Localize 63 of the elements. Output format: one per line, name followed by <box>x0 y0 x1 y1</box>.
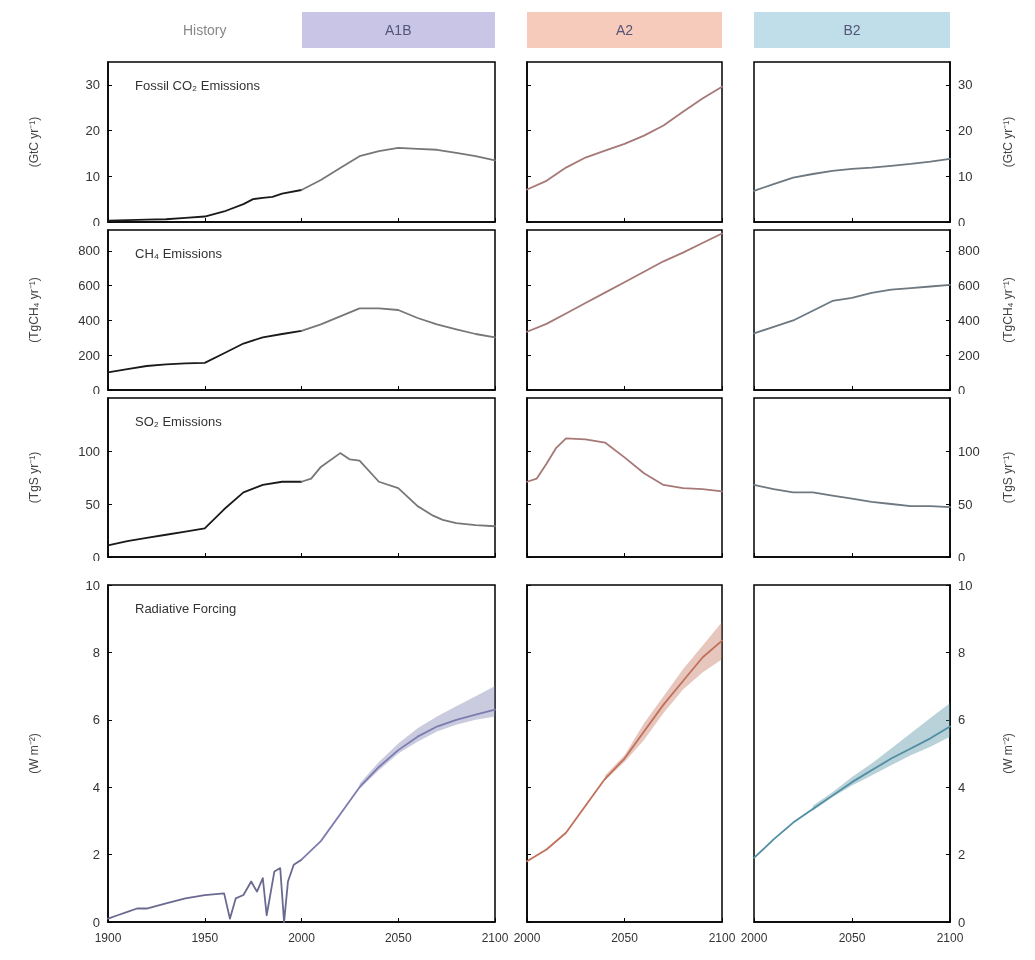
y-tick-label: 10 <box>958 168 973 184</box>
y-axis-title: (GtC yr⁻¹) <box>1001 116 1015 168</box>
y-axis-title: (TgCH₄ yr⁻¹) <box>27 277 41 343</box>
y-tick-label: 0 <box>958 549 966 565</box>
y-tick-label: 4 <box>958 779 966 795</box>
text: Radiative Forcing <box>135 601 237 616</box>
y-tick-label: 800 <box>78 243 100 259</box>
y-tick-label: 0 <box>958 382 966 398</box>
text: A2 <box>615 22 634 38</box>
x-tick-label: 2100 <box>481 931 509 945</box>
y-tick-label: 200 <box>958 347 980 363</box>
y-tick-label: 600 <box>958 278 980 294</box>
text: Fossil CO₂ Emissions <box>135 78 261 93</box>
y-tick-label: 600 <box>78 278 100 294</box>
x-tick-label: 2100 <box>936 931 964 945</box>
y-tick-label: 30 <box>85 77 100 93</box>
y-tick-label: 6 <box>958 712 966 728</box>
x-tick-label: 2100 <box>708 931 736 945</box>
y-tick-label: 100 <box>78 443 100 459</box>
y-axis-title: (TgS yr⁻¹) <box>27 451 41 504</box>
y-tick-label: 10 <box>85 577 100 593</box>
x-tick-label: 2050 <box>611 931 639 945</box>
y-axis-title: (TgCH₄ yr⁻¹) <box>1001 277 1015 343</box>
y-axis-title: (W m⁻²) <box>27 733 41 774</box>
x-tick-label: 1900 <box>94 931 122 945</box>
y-tick-label: 2 <box>92 847 100 863</box>
text: B2 <box>843 22 861 38</box>
y-tick-label: 400 <box>958 312 980 328</box>
y-axis-title: (GtC yr⁻¹) <box>27 116 41 168</box>
y-tick-label: 8 <box>92 644 100 660</box>
x-tick-label: 2000 <box>513 931 541 945</box>
y-tick-label: 2 <box>958 847 966 863</box>
text: CH₄ Emissions <box>135 246 223 261</box>
y-tick-label: 10 <box>85 168 100 184</box>
y-tick-label: 0 <box>958 214 966 230</box>
x-tick-label: 2000 <box>288 931 316 945</box>
y-tick-label: 400 <box>78 312 100 328</box>
x-tick-label: 2050 <box>384 931 412 945</box>
y-tick-label: 0 <box>958 914 966 930</box>
y-tick-label: 8 <box>958 644 966 660</box>
x-tick-label: 1950 <box>191 931 219 945</box>
y-axis-title: (W m⁻²) <box>1001 733 1015 774</box>
y-tick-label: 6 <box>92 712 100 728</box>
y-tick-label: 0 <box>92 382 100 398</box>
y-tick-label: 20 <box>958 123 973 139</box>
y-tick-label: 50 <box>85 496 100 512</box>
y-tick-label: 0 <box>92 214 100 230</box>
y-tick-label: 200 <box>78 347 100 363</box>
y-tick-label: 800 <box>958 243 980 259</box>
y-tick-label: 4 <box>92 779 100 795</box>
y-tick-label: 0 <box>92 914 100 930</box>
y-axis-title: (TgS yr⁻¹) <box>1001 451 1015 504</box>
text: History <box>182 22 227 38</box>
text: A1B <box>385 22 412 38</box>
y-tick-label: 100 <box>958 443 980 459</box>
x-tick-label: 2000 <box>740 931 768 945</box>
y-tick-label: 0 <box>92 549 100 565</box>
y-tick-label: 20 <box>85 123 100 139</box>
y-tick-label: 30 <box>958 77 973 93</box>
y-tick-label: 50 <box>958 496 973 512</box>
y-tick-label: 10 <box>958 577 973 593</box>
text: SO₂ Emissions <box>135 414 223 429</box>
x-tick-label: 2050 <box>838 931 866 945</box>
